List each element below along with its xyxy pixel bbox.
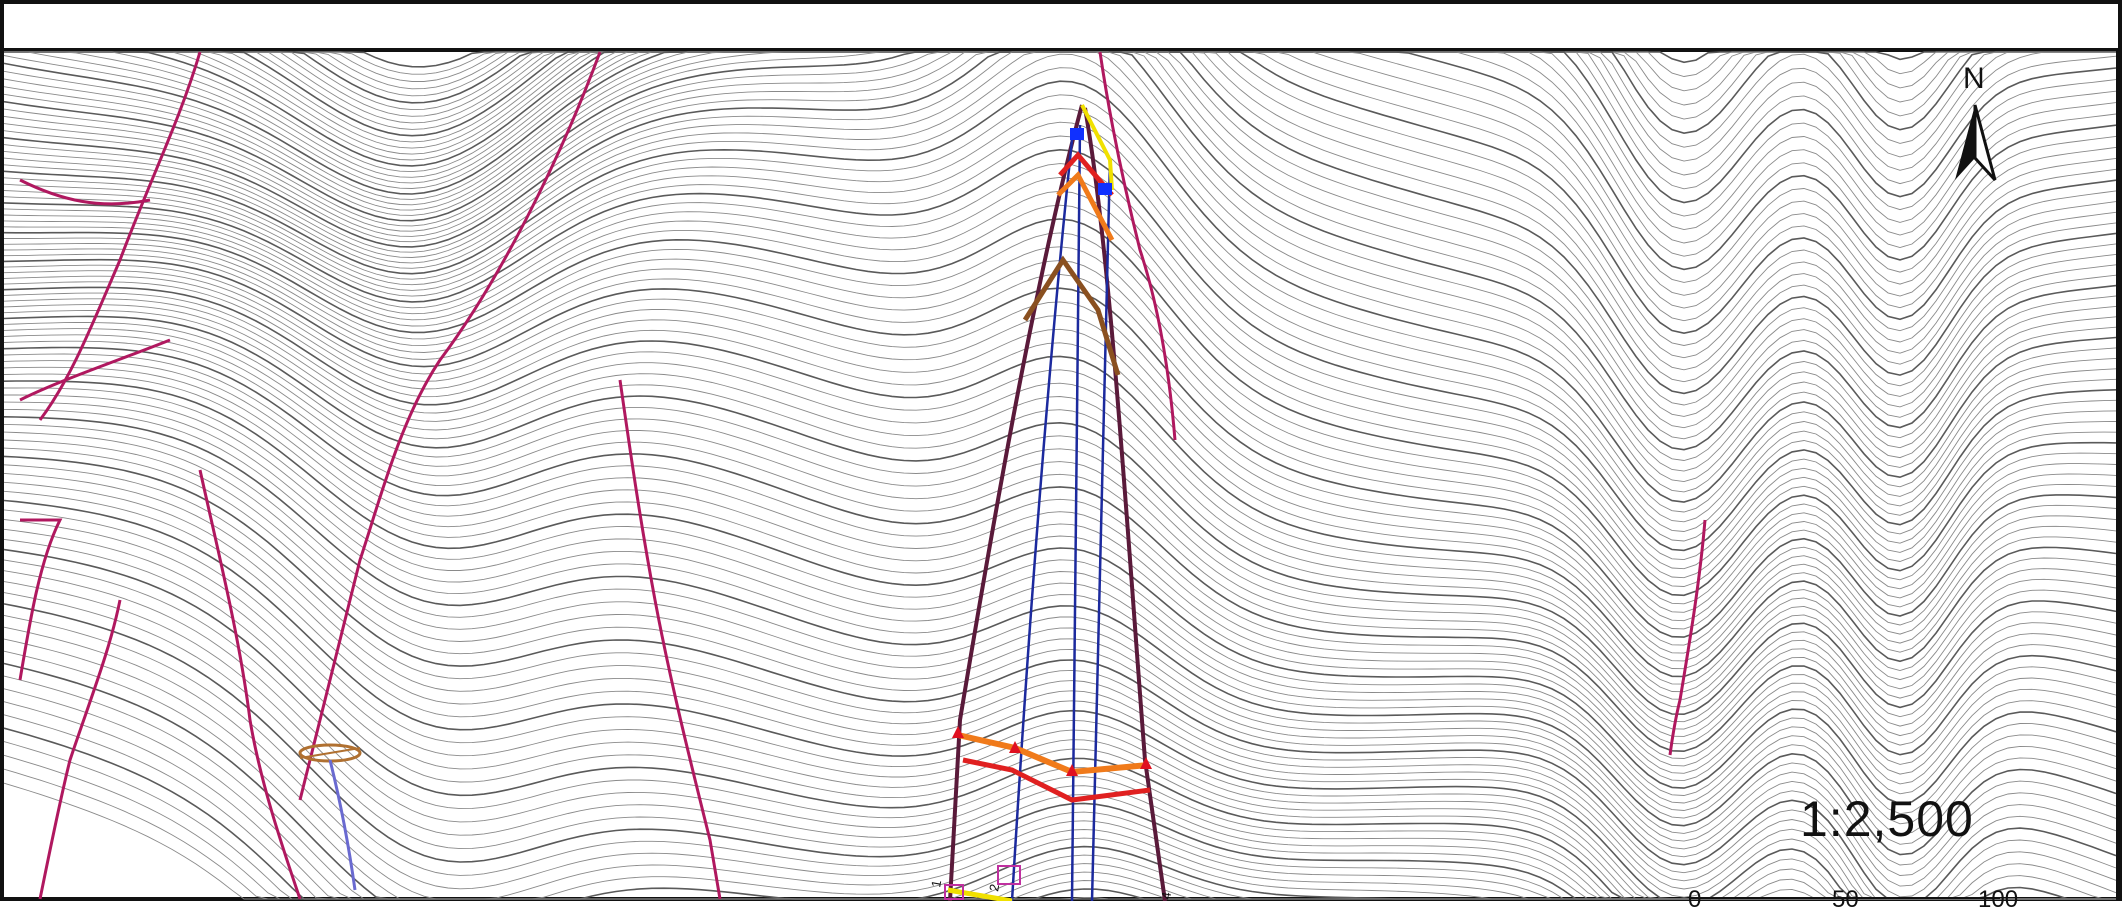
contour-line (3, 346, 2117, 756)
contour-line (3, 464, 2117, 900)
contour-line (3, 401, 2117, 835)
contour-line (3, 380, 2117, 805)
contour-line (3, 431, 2117, 876)
contour-line (3, 538, 2116, 900)
contour-line (3, 53, 2117, 483)
contour-line (3, 218, 2117, 597)
contour-line (3, 148, 2117, 552)
contour-line (3, 292, 2117, 685)
contour-line (3, 499, 2116, 900)
contour-line (3, 373, 2117, 795)
contour-line (3, 253, 2117, 630)
contour-line (3, 315, 2117, 716)
contour-line (4, 232, 2117, 605)
contour-line (3, 439, 2117, 887)
stream-line (618, 379, 722, 900)
contour-line (3, 264, 2117, 646)
stream-line (1668, 519, 1707, 756)
stream-line (38, 51, 202, 421)
contour-line (3, 353, 2117, 765)
orange-line-top (1056, 170, 1115, 242)
orange-line-lower (957, 732, 1149, 776)
route-label-2: 2 (986, 883, 1002, 893)
stream-line (198, 469, 302, 900)
contour-line (3, 67, 2117, 493)
contour-line (3, 328, 2117, 730)
contour-line (3, 298, 2117, 693)
route-label-4: 4 (1158, 891, 1174, 901)
stream-line (38, 599, 122, 900)
stream-line (298, 51, 602, 801)
scale-tick-0: 0 (1688, 886, 1702, 913)
red-line-top (1058, 151, 1114, 197)
stream-lines (18, 51, 1707, 900)
stream-line (18, 518, 63, 681)
scale-tick-100: 100 (1978, 886, 2019, 913)
contour-line (3, 490, 2116, 900)
contour-line (3, 51, 2117, 472)
contour-line (3, 163, 2117, 561)
contour-line (3, 366, 2117, 785)
north-label: N (1963, 62, 1985, 95)
contour-line (3, 80, 2117, 503)
contour-line (3, 108, 2117, 523)
contour-line (3, 270, 2117, 654)
contour-line (3, 176, 2117, 570)
north-arrow-icon (1955, 104, 1997, 182)
contour-line (3, 258, 2117, 638)
stream-line (1098, 51, 1177, 441)
contour-line (3, 243, 2117, 613)
red-marker-1 (952, 726, 964, 738)
contour-line (3, 408, 2117, 845)
channel-left (328, 759, 357, 891)
contour-line (3, 275, 2117, 662)
red-line-lower (962, 757, 1151, 803)
contour-line (3, 204, 2117, 587)
contour-line (3, 360, 2117, 775)
route-label-1: 1 (928, 879, 944, 889)
contour-line (3, 481, 2117, 900)
contour-line (3, 509, 2116, 900)
contour-line (3, 447, 2117, 898)
stream-line (19, 338, 171, 402)
contour-line (3, 334, 2117, 737)
yellow-line-top (1080, 104, 1114, 191)
contour-line (3, 322, 2117, 723)
contour-line (3, 528, 2116, 900)
contour-line (3, 281, 2117, 670)
contour-line (3, 310, 2117, 708)
contour-line (4, 387, 2117, 815)
red-marker-3 (1066, 764, 1078, 776)
contour-line (3, 135, 2117, 542)
contour-line (3, 304, 2117, 700)
contour-line (4, 394, 2117, 825)
contour-line (3, 416, 2117, 856)
scale-ratio: 1:2,500 (1800, 791, 1974, 847)
blue-marker-2 (1098, 183, 1112, 195)
scale-tick-50: 50 (1832, 886, 1859, 913)
blue-marker-1 (1070, 128, 1084, 140)
contour-line (3, 472, 2117, 900)
corridor-left-boundary (948, 104, 1084, 901)
yellow-line-bottom (947, 887, 1013, 901)
brown-chevron (1022, 255, 1121, 376)
stream-line (19, 178, 151, 206)
contour-line (3, 121, 2117, 532)
structure-left-axis (299, 747, 361, 759)
contour-line (3, 455, 2117, 900)
survey-line-3 (1090, 159, 1112, 901)
contour-line (3, 519, 2116, 900)
red-marker-4 (1140, 757, 1152, 769)
building-1 (997, 865, 1021, 885)
building-2 (944, 884, 964, 900)
contour-line (3, 94, 2117, 513)
contour-line (3, 286, 2117, 678)
contour-line (3, 340, 2117, 746)
red-marker-2 (1009, 741, 1021, 753)
